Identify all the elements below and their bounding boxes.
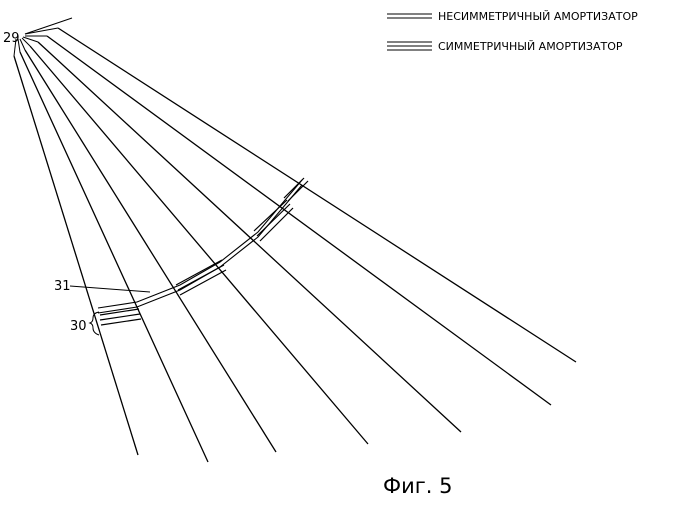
ray-group <box>14 28 576 462</box>
legend-label-asymmetric: НЕСИММЕТРИЧНЫЙ АМОРТИЗАТОР <box>438 10 638 23</box>
ray <box>14 56 138 455</box>
ray <box>38 42 461 432</box>
legend-label-symmetric: СИММЕТРИЧНЫЙ АМОРТИЗАТОР <box>438 40 623 53</box>
legend-swatch-symmetric <box>387 42 432 50</box>
curve-inner <box>98 185 302 313</box>
ray <box>30 46 368 444</box>
label-29: 29 <box>3 31 20 46</box>
label-31: 31 <box>54 279 71 294</box>
label-29-leaders <box>14 18 72 56</box>
leader-line <box>25 18 72 34</box>
ray <box>47 36 551 405</box>
ray <box>25 50 276 452</box>
ray <box>20 52 208 462</box>
legend: НЕСИММЕТРИЧНЫЙ АМОРТИЗАТОР СИММЕТРИЧНЫЙ … <box>387 10 638 53</box>
ray <box>58 28 576 362</box>
label-30: 30 <box>70 319 87 334</box>
label-31-leader <box>70 286 150 292</box>
symmetric-damper <box>176 260 226 295</box>
figure-caption: Фиг. 5 <box>383 474 452 498</box>
legend-swatch-asymmetric <box>387 14 432 18</box>
